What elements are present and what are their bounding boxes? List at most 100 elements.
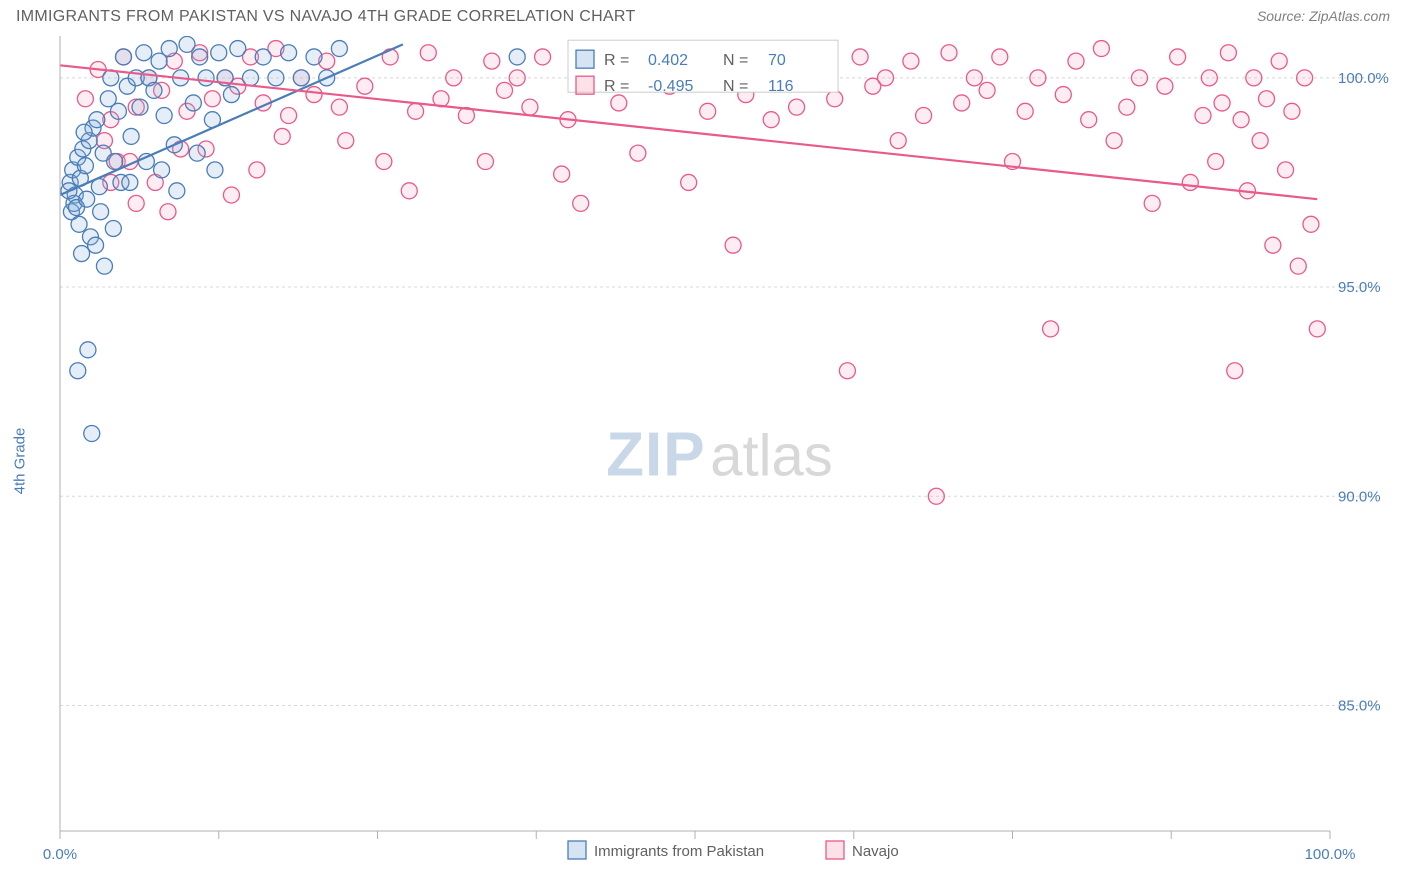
- scatter-point: [357, 78, 373, 94]
- scatter-point: [1265, 237, 1281, 253]
- scatter-point: [161, 41, 177, 57]
- scatter-point: [96, 258, 112, 274]
- scatter-point: [1119, 99, 1135, 115]
- scatter-point: [211, 45, 227, 61]
- scatter-point: [916, 108, 932, 124]
- scatter-point: [1132, 70, 1148, 86]
- scatter-point: [376, 154, 392, 170]
- scatter-point: [1278, 162, 1294, 178]
- scatter-point: [1055, 87, 1071, 103]
- scatter-point: [77, 91, 93, 107]
- scatter-point: [763, 112, 779, 128]
- scatter-point: [554, 166, 570, 182]
- scatter-point: [401, 183, 417, 199]
- scatter-point: [941, 45, 957, 61]
- scatter-point: [630, 145, 646, 161]
- y-tick-label: 85.0%: [1338, 697, 1381, 714]
- scatter-point: [77, 158, 93, 174]
- bottom-legend-swatch: [568, 841, 586, 859]
- legend-n-value: 70: [768, 52, 786, 69]
- scatter-point: [878, 70, 894, 86]
- scatter-point: [852, 49, 868, 65]
- scatter-point: [293, 70, 309, 86]
- y-axis-label: 4th Grade: [12, 428, 29, 495]
- scatter-point: [105, 220, 121, 236]
- legend-r-value: -0.495: [648, 78, 693, 95]
- scatter-point: [1259, 91, 1275, 107]
- bottom-legend-label: Immigrants from Pakistan: [594, 843, 764, 860]
- scatter-point: [1252, 133, 1268, 149]
- scatter-point: [1220, 45, 1236, 61]
- scatter-point: [789, 99, 805, 115]
- scatter-point: [477, 154, 493, 170]
- scatter-point: [1182, 174, 1198, 190]
- scatter-point: [681, 174, 697, 190]
- scatter-chart: 85.0%90.0%95.0%100.0%ZIPatlasR =0.402N =…: [10, 36, 1390, 886]
- scatter-point: [204, 91, 220, 107]
- scatter-point: [88, 237, 104, 253]
- scatter-point: [154, 162, 170, 178]
- scatter-point: [1297, 70, 1313, 86]
- scatter-point: [223, 187, 239, 203]
- scatter-point: [408, 103, 424, 119]
- scatter-point: [1081, 112, 1097, 128]
- scatter-point: [535, 49, 551, 65]
- scatter-point: [70, 363, 86, 379]
- scatter-point: [80, 342, 96, 358]
- scatter-point: [160, 204, 176, 220]
- scatter-point: [1271, 53, 1287, 69]
- scatter-point: [1309, 321, 1325, 337]
- scatter-point: [122, 174, 138, 190]
- chart-container: 4th Grade 85.0%90.0%95.0%100.0%ZIPatlasR…: [10, 36, 1396, 886]
- scatter-point: [230, 41, 246, 57]
- scatter-point: [268, 70, 284, 86]
- legend-n-value: 116: [768, 78, 794, 95]
- scatter-point: [1201, 70, 1217, 86]
- scatter-point: [1214, 95, 1230, 111]
- scatter-point: [1144, 195, 1160, 211]
- scatter-point: [169, 183, 185, 199]
- scatter-point: [725, 237, 741, 253]
- scatter-point: [146, 82, 162, 98]
- scatter-point: [84, 426, 100, 442]
- scatter-point: [484, 53, 500, 69]
- scatter-point: [966, 70, 982, 86]
- scatter-point: [1195, 108, 1211, 124]
- watermark-atlas: atlas: [710, 423, 833, 488]
- scatter-point: [93, 204, 109, 220]
- scatter-point: [928, 488, 944, 504]
- legend-r-value: 0.402: [648, 52, 688, 69]
- scatter-point: [573, 195, 589, 211]
- scatter-point: [839, 363, 855, 379]
- scatter-point: [827, 91, 843, 107]
- scatter-point: [522, 99, 538, 115]
- scatter-point: [281, 108, 297, 124]
- scatter-point: [185, 95, 201, 111]
- scatter-point: [1017, 103, 1033, 119]
- scatter-point: [446, 70, 462, 86]
- scatter-point: [306, 87, 322, 103]
- y-tick-label: 100.0%: [1338, 70, 1389, 87]
- scatter-point: [128, 195, 144, 211]
- scatter-point: [107, 154, 123, 170]
- x-tick-label: 0.0%: [43, 846, 77, 863]
- scatter-point: [700, 103, 716, 119]
- scatter-point: [136, 45, 152, 61]
- scatter-point: [179, 36, 195, 52]
- scatter-point: [331, 41, 347, 57]
- scatter-point: [1208, 154, 1224, 170]
- scatter-point: [274, 128, 290, 144]
- scatter-point: [223, 87, 239, 103]
- scatter-point: [1233, 112, 1249, 128]
- scatter-point: [1246, 70, 1262, 86]
- scatter-point: [207, 162, 223, 178]
- scatter-point: [954, 95, 970, 111]
- legend-r-label: R =: [604, 78, 629, 95]
- scatter-point: [189, 145, 205, 161]
- scatter-point: [306, 49, 322, 65]
- legend-swatch: [576, 76, 594, 94]
- scatter-point: [890, 133, 906, 149]
- scatter-point: [331, 99, 347, 115]
- x-tick-label: 100.0%: [1305, 846, 1356, 863]
- scatter-point: [1157, 78, 1173, 94]
